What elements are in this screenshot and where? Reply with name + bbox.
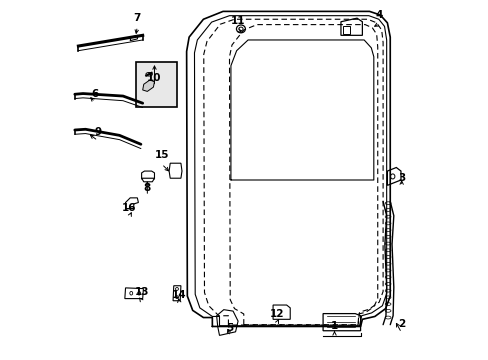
Polygon shape (340, 18, 362, 35)
Polygon shape (272, 305, 290, 319)
Text: 14: 14 (172, 290, 186, 300)
Text: 7: 7 (133, 13, 141, 23)
Text: 4: 4 (375, 10, 383, 20)
Text: 11: 11 (230, 17, 245, 26)
Polygon shape (169, 163, 182, 178)
Polygon shape (124, 288, 143, 298)
Polygon shape (216, 310, 238, 336)
Text: 3: 3 (397, 173, 405, 183)
Polygon shape (386, 167, 400, 185)
Text: 10: 10 (147, 73, 162, 83)
Text: 9: 9 (94, 127, 102, 137)
Text: 13: 13 (134, 287, 148, 297)
Text: 8: 8 (143, 183, 151, 193)
Polygon shape (125, 198, 138, 208)
Text: 1: 1 (330, 321, 338, 331)
Polygon shape (142, 171, 154, 179)
Polygon shape (173, 286, 181, 301)
Text: 2: 2 (397, 319, 405, 329)
Polygon shape (323, 314, 360, 331)
Text: 15: 15 (154, 150, 168, 160)
Ellipse shape (236, 25, 245, 33)
Text: 16: 16 (122, 203, 137, 213)
Polygon shape (142, 178, 154, 182)
Text: 12: 12 (269, 309, 284, 319)
Text: 5: 5 (226, 323, 233, 333)
Polygon shape (130, 35, 138, 41)
Polygon shape (142, 80, 154, 91)
Text: 6: 6 (91, 89, 99, 99)
Bar (135, 62, 176, 107)
